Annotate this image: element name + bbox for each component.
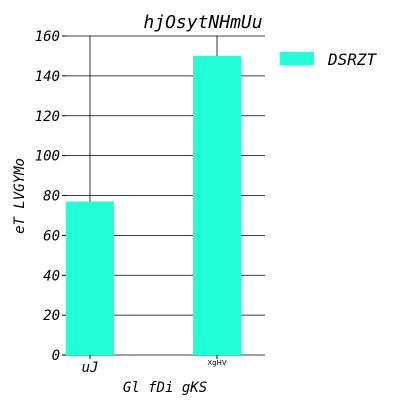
y-tick-label: 160: [35, 29, 60, 45]
x-tick-label: XgHV: [207, 359, 227, 367]
x-axis-label: Gl fDi gKS: [123, 380, 207, 396]
bar: [193, 55, 241, 355]
y-tick-label: 140: [35, 69, 60, 85]
bar: [66, 201, 114, 355]
bars: [66, 55, 241, 355]
y-tick-label: 80: [43, 189, 60, 205]
chart-title: hjOsytNHmUu: [143, 12, 262, 33]
legend-label: DSRZT: [327, 50, 378, 69]
y-tick-label: 120: [35, 109, 60, 125]
x-tick-label: uJ: [82, 360, 99, 376]
legend: DSRZT: [280, 50, 378, 69]
y-tick-label: 40: [43, 268, 60, 284]
y-axis-label: eT LVGYMo: [12, 158, 28, 234]
legend-swatch: [280, 52, 314, 65]
y-tick-label: 60: [43, 228, 60, 244]
y-tick-label: 0: [52, 348, 60, 364]
y-tick-label: 20: [43, 308, 60, 324]
y-tick-label: 100: [35, 149, 60, 165]
axes: 0 20 40 60 80 100 120 140 160 uJ XgHV: [35, 29, 227, 376]
